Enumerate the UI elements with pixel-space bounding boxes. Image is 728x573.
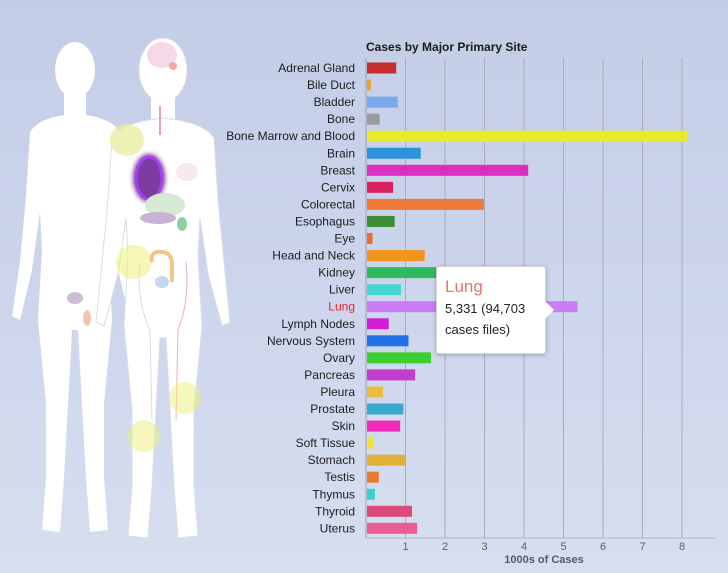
category-label-cervix[interactable]: Cervix: [321, 180, 355, 194]
bar-brain[interactable]: [367, 147, 421, 159]
bar-thymus[interactable]: [367, 488, 375, 500]
bar-thyroid[interactable]: [367, 505, 413, 517]
tooltip-files-line: cases files): [445, 322, 511, 337]
category-label-thyroid[interactable]: Thyroid: [315, 504, 355, 518]
x-tick-label: 4: [521, 541, 527, 553]
chart-title: Cases by Major Primary Site: [366, 40, 528, 54]
category-label-lung[interactable]: Lung: [328, 300, 355, 314]
category-label-eye[interactable]: Eye: [334, 232, 355, 246]
category-label-soft-tissue[interactable]: Soft Tissue: [296, 436, 356, 450]
category-label-bone[interactable]: Bone: [327, 112, 355, 126]
bar-testis[interactable]: [367, 471, 379, 483]
x-tick-labels: 1 2 3 4 5 6 7 8: [402, 541, 685, 553]
bar-nervous-system[interactable]: [367, 335, 409, 347]
tooltip-title: Lung: [445, 277, 483, 296]
category-label-bladder[interactable]: Bladder: [314, 95, 355, 109]
category-label-uterus[interactable]: Uterus: [320, 521, 355, 535]
bar-pleura[interactable]: [367, 386, 384, 398]
x-tick-label: 8: [679, 541, 685, 553]
bar-stomach[interactable]: [367, 454, 405, 466]
category-label-skin[interactable]: Skin: [332, 419, 355, 433]
category-label-liver[interactable]: Liver: [329, 283, 355, 297]
category-label-lymph-nodes[interactable]: Lymph Nodes: [281, 317, 355, 331]
bar-colorectal[interactable]: [367, 198, 484, 210]
lung-tooltip: Lung 5,331 (94,703 cases files): [436, 266, 554, 354]
bar-ovary[interactable]: [367, 352, 431, 364]
category-label-kidney[interactable]: Kidney: [318, 266, 355, 280]
category-labels: Adrenal Gland Bile Duct Bladder Bone Bone Ma…: [226, 61, 356, 535]
category-label-pleura[interactable]: Pleura: [320, 385, 355, 399]
bar-kidney[interactable]: [367, 267, 437, 279]
x-tick-label: 2: [442, 541, 448, 553]
category-label-head-and-neck[interactable]: Head and Neck: [272, 249, 356, 263]
bar-eye[interactable]: [367, 233, 373, 244]
bar-skin[interactable]: [367, 420, 401, 432]
category-label-esophagus[interactable]: Esophagus: [295, 214, 355, 228]
x-tick-label: 5: [560, 541, 566, 553]
category-label-pancreas[interactable]: Pancreas: [304, 368, 355, 382]
bar-soft-tissue[interactable]: [367, 437, 374, 449]
bar-bile-duct[interactable]: [367, 79, 371, 91]
bar-breast[interactable]: [367, 164, 529, 176]
tooltip-value-line: 5,331 (94,703: [445, 301, 526, 316]
bar-cervix[interactable]: [367, 181, 394, 193]
category-label-prostate[interactable]: Prostate: [310, 402, 355, 416]
category-label-nervous-system[interactable]: Nervous System: [267, 334, 355, 348]
x-axis-title: 1000s of Cases: [504, 554, 584, 566]
x-tick-label: 3: [481, 541, 487, 553]
x-tick-label: 6: [600, 541, 606, 553]
x-tick-label: 1: [402, 541, 408, 553]
category-label-testis[interactable]: Testis: [324, 470, 355, 484]
bar-bladder[interactable]: [367, 96, 398, 108]
bar-adrenal-gland[interactable]: [367, 62, 397, 74]
bar-lymph-nodes[interactable]: [367, 318, 389, 330]
bar-pancreas[interactable]: [367, 369, 416, 381]
bar-esophagus[interactable]: [367, 215, 395, 227]
category-label-thymus[interactable]: Thymus: [312, 487, 355, 501]
category-label-ovary[interactable]: Ovary: [323, 351, 355, 365]
category-label-brain[interactable]: Brain: [327, 146, 355, 160]
bar-bone[interactable]: [367, 113, 380, 125]
x-tick-label: 7: [639, 541, 645, 553]
category-label-stomach[interactable]: Stomach: [308, 453, 355, 467]
category-label-bile-duct[interactable]: Bile Duct: [307, 78, 356, 92]
bar-prostate[interactable]: [367, 403, 404, 415]
body-figure-front: [95, 37, 231, 539]
category-label-breast[interactable]: Breast: [320, 163, 355, 177]
category-label-bone-marrow-and-blood[interactable]: Bone Marrow and Blood: [226, 129, 355, 143]
category-label-adrenal-gland[interactable]: Adrenal Gland: [278, 61, 355, 75]
category-label-colorectal[interactable]: Colorectal: [301, 197, 355, 211]
bar-bone-marrow-and-blood[interactable]: [367, 130, 687, 142]
bar-uterus[interactable]: [367, 522, 418, 534]
bar-liver[interactable]: [367, 284, 401, 296]
bar-head-and-neck[interactable]: [367, 250, 425, 262]
